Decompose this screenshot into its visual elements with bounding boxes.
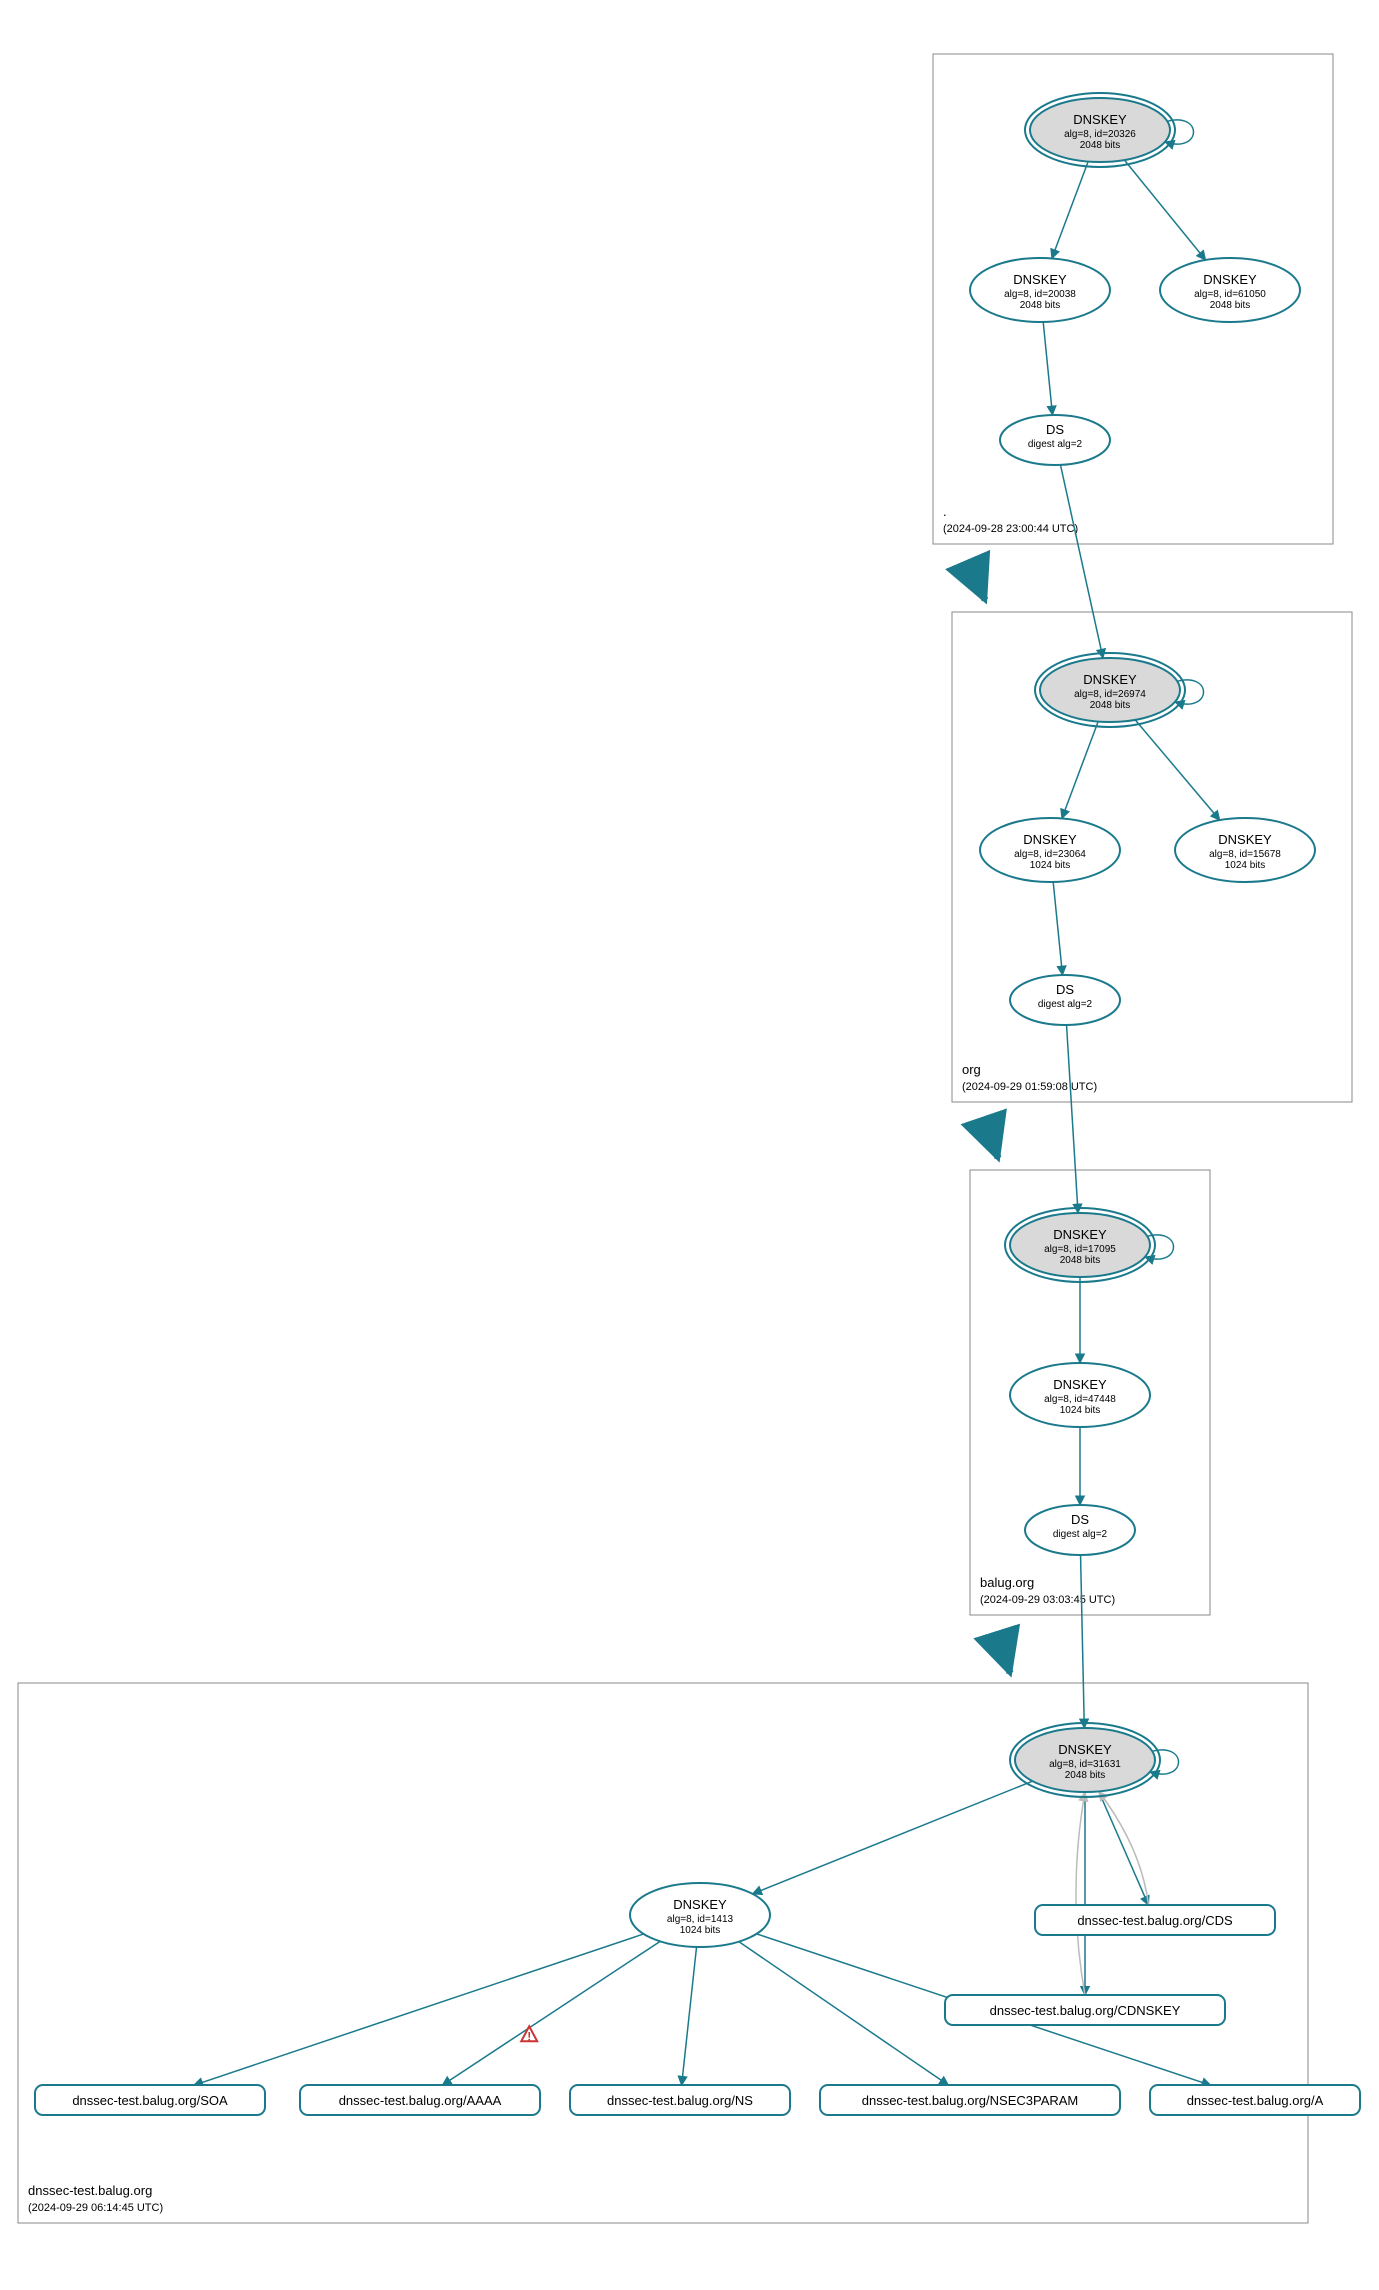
svg-text:dnssec-test.balug.org/SOA: dnssec-test.balug.org/SOA: [72, 2093, 228, 2108]
edge: [442, 1941, 660, 2085]
edge: [1060, 465, 1103, 658]
dnssec-diagram: . (2024-09-28 23:00:44 UTC) org (2024-09-29…: [0, 0, 1379, 2290]
svg-text:DS: DS: [1056, 982, 1074, 997]
svg-text:.: .: [943, 504, 947, 519]
svg-text:dnssec-test.balug.org/CDS: dnssec-test.balug.org/CDS: [1077, 1913, 1233, 1928]
edge: [753, 1781, 1033, 1894]
svg-text:DNSKEY: DNSKEY: [1083, 672, 1137, 687]
svg-text:DS: DS: [1071, 1512, 1089, 1527]
svg-text:1024 bits: 1024 bits: [680, 1925, 721, 1936]
svg-text:alg=8, id=31631: alg=8, id=31631: [1049, 1759, 1121, 1770]
svg-text:DNSKEY: DNSKEY: [1073, 112, 1127, 127]
svg-text:digest alg=2: digest alg=2: [1028, 439, 1083, 450]
svg-text:dnssec-test.balug.org/NS: dnssec-test.balug.org/NS: [607, 2093, 753, 2108]
svg-text:DS: DS: [1046, 422, 1064, 437]
edge: [1124, 160, 1205, 260]
edge: [1053, 882, 1062, 975]
svg-text:alg=8, id=1413: alg=8, id=1413: [667, 1914, 734, 1925]
svg-text:org: org: [962, 1062, 981, 1077]
svg-text:alg=8, id=15678: alg=8, id=15678: [1209, 849, 1281, 860]
edge: [1099, 1791, 1149, 1905]
svg-text:1024 bits: 1024 bits: [1060, 1405, 1101, 1416]
svg-text:2048 bits: 2048 bits: [1080, 140, 1121, 151]
delegation-arrow: [998, 1635, 1010, 1673]
edge: [1052, 162, 1088, 259]
svg-text:DNSKEY: DNSKEY: [1203, 272, 1257, 287]
edge-grey: [1076, 1792, 1085, 1995]
svg-text:DNSKEY: DNSKEY: [1058, 1742, 1112, 1757]
edge: [1135, 720, 1220, 820]
svg-text:dnssec-test.balug.org/A: dnssec-test.balug.org/A: [1187, 2093, 1324, 2108]
svg-text:alg=8, id=47448: alg=8, id=47448: [1044, 1394, 1116, 1405]
svg-text:2048 bits: 2048 bits: [1090, 700, 1131, 711]
svg-text:2048 bits: 2048 bits: [1060, 1255, 1101, 1266]
edge: [194, 1934, 644, 2085]
delegation-arrow: [985, 1120, 998, 1158]
svg-text:dnssec-test.balug.org/CDNSKEY: dnssec-test.balug.org/CDNSKEY: [990, 2003, 1181, 2018]
svg-text:DNSKEY: DNSKEY: [1053, 1227, 1107, 1242]
svg-text:dnssec-test.balug.org: dnssec-test.balug.org: [28, 2183, 152, 2198]
svg-text:digest alg=2: digest alg=2: [1053, 1529, 1108, 1540]
svg-text:(2024-09-29 06:14:45 UTC): (2024-09-29 06:14:45 UTC): [28, 2202, 163, 2214]
edge: [1081, 1555, 1085, 1728]
svg-text:2048 bits: 2048 bits: [1210, 300, 1251, 311]
edge: [682, 1947, 697, 2085]
svg-text:(2024-09-29 03:03:45 UTC): (2024-09-29 03:03:45 UTC): [980, 1594, 1115, 1606]
svg-text:dnssec-test.balug.org/AAAA: dnssec-test.balug.org/AAAA: [339, 2093, 502, 2108]
svg-text:alg=8, id=61050: alg=8, id=61050: [1194, 289, 1266, 300]
svg-text:DNSKEY: DNSKEY: [1023, 832, 1077, 847]
svg-text:1024 bits: 1024 bits: [1030, 860, 1071, 871]
svg-text:(2024-09-29 01:59:08 UTC): (2024-09-29 01:59:08 UTC): [962, 1081, 1097, 1093]
svg-text:DNSKEY: DNSKEY: [1053, 1377, 1107, 1392]
svg-text:alg=8, id=23064: alg=8, id=23064: [1014, 849, 1086, 860]
svg-text:(2024-09-28 23:00:44 UTC): (2024-09-28 23:00:44 UTC): [943, 523, 1078, 535]
delegation-arrow: [970, 565, 985, 600]
svg-text:alg=8, id=20038: alg=8, id=20038: [1004, 289, 1076, 300]
svg-text:alg=8, id=17095: alg=8, id=17095: [1044, 1244, 1116, 1255]
svg-text:DNSKEY: DNSKEY: [1013, 272, 1067, 287]
edge: [1067, 1025, 1079, 1213]
svg-text:2048 bits: 2048 bits: [1065, 1770, 1106, 1781]
svg-text:dnssec-test.balug.org/NSEC3PAR: dnssec-test.balug.org/NSEC3PARAM: [862, 2093, 1079, 2108]
edge: [1043, 322, 1052, 415]
edge: [1062, 722, 1098, 819]
svg-text:balug.org: balug.org: [980, 1575, 1034, 1590]
svg-text:alg=8, id=26974: alg=8, id=26974: [1074, 689, 1146, 700]
svg-text:2048 bits: 2048 bits: [1020, 300, 1061, 311]
svg-text:alg=8, id=20326: alg=8, id=20326: [1064, 129, 1136, 140]
svg-text:1024 bits: 1024 bits: [1225, 860, 1266, 871]
svg-text:!: !: [527, 2029, 531, 2043]
svg-text:DNSKEY: DNSKEY: [673, 1897, 727, 1912]
svg-text:DNSKEY: DNSKEY: [1218, 832, 1272, 847]
svg-text:digest alg=2: digest alg=2: [1038, 999, 1093, 1010]
